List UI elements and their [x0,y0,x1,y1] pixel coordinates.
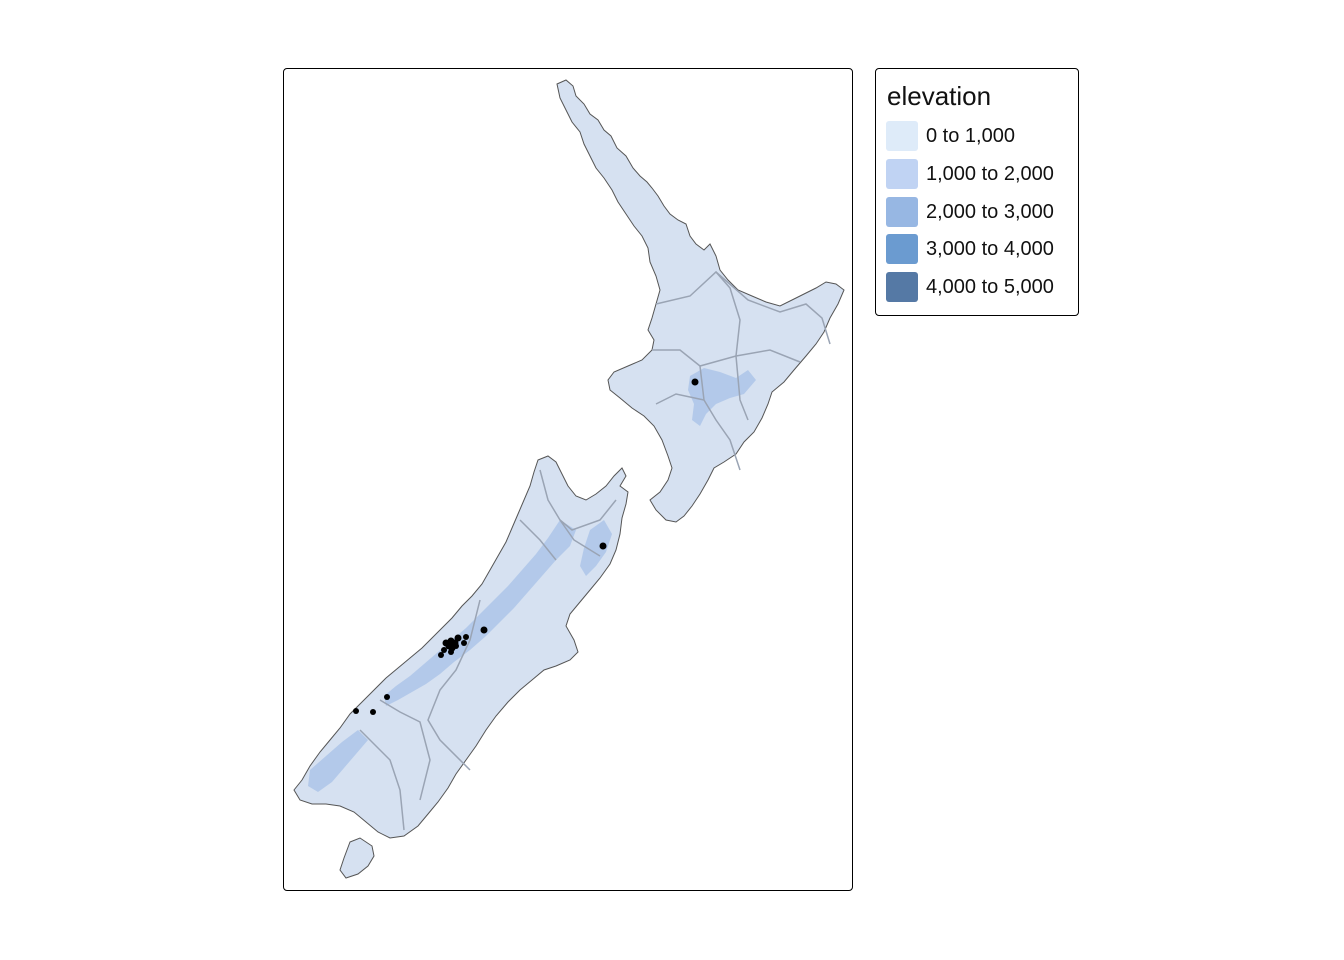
legend-swatch [886,234,918,264]
legend-item: 4,000 to 5,000 [886,272,1076,302]
fiordland-highland [308,730,368,792]
legend-item: 1,000 to 2,000 [886,159,1076,189]
kaikoura-highland [580,520,612,576]
legend-item: 3,000 to 4,000 [886,234,1076,264]
legend: elevation 0 to 1,000 1,000 to 2,000 2,00… [875,68,1079,316]
stewart-island [339,837,375,879]
legend-swatch [886,272,918,302]
legend-label: 1,000 to 2,000 [926,163,1054,185]
legend-item: 2,000 to 3,000 [886,197,1076,227]
north-island [556,79,845,523]
legend-swatch [886,121,918,151]
peak-points [353,378,699,715]
legend-label: 0 to 1,000 [926,125,1015,147]
southern-alps-highland [384,520,576,706]
legend-swatch [886,197,918,227]
legend-swatch [886,159,918,189]
legend-item: 0 to 1,000 [886,121,1076,151]
regional-boundaries [359,270,831,831]
legend-title: elevation [887,81,992,111]
legend-label: 4,000 to 5,000 [926,276,1054,298]
legend-label: 2,000 to 3,000 [926,201,1054,223]
legend-label: 3,000 to 4,000 [926,238,1054,260]
